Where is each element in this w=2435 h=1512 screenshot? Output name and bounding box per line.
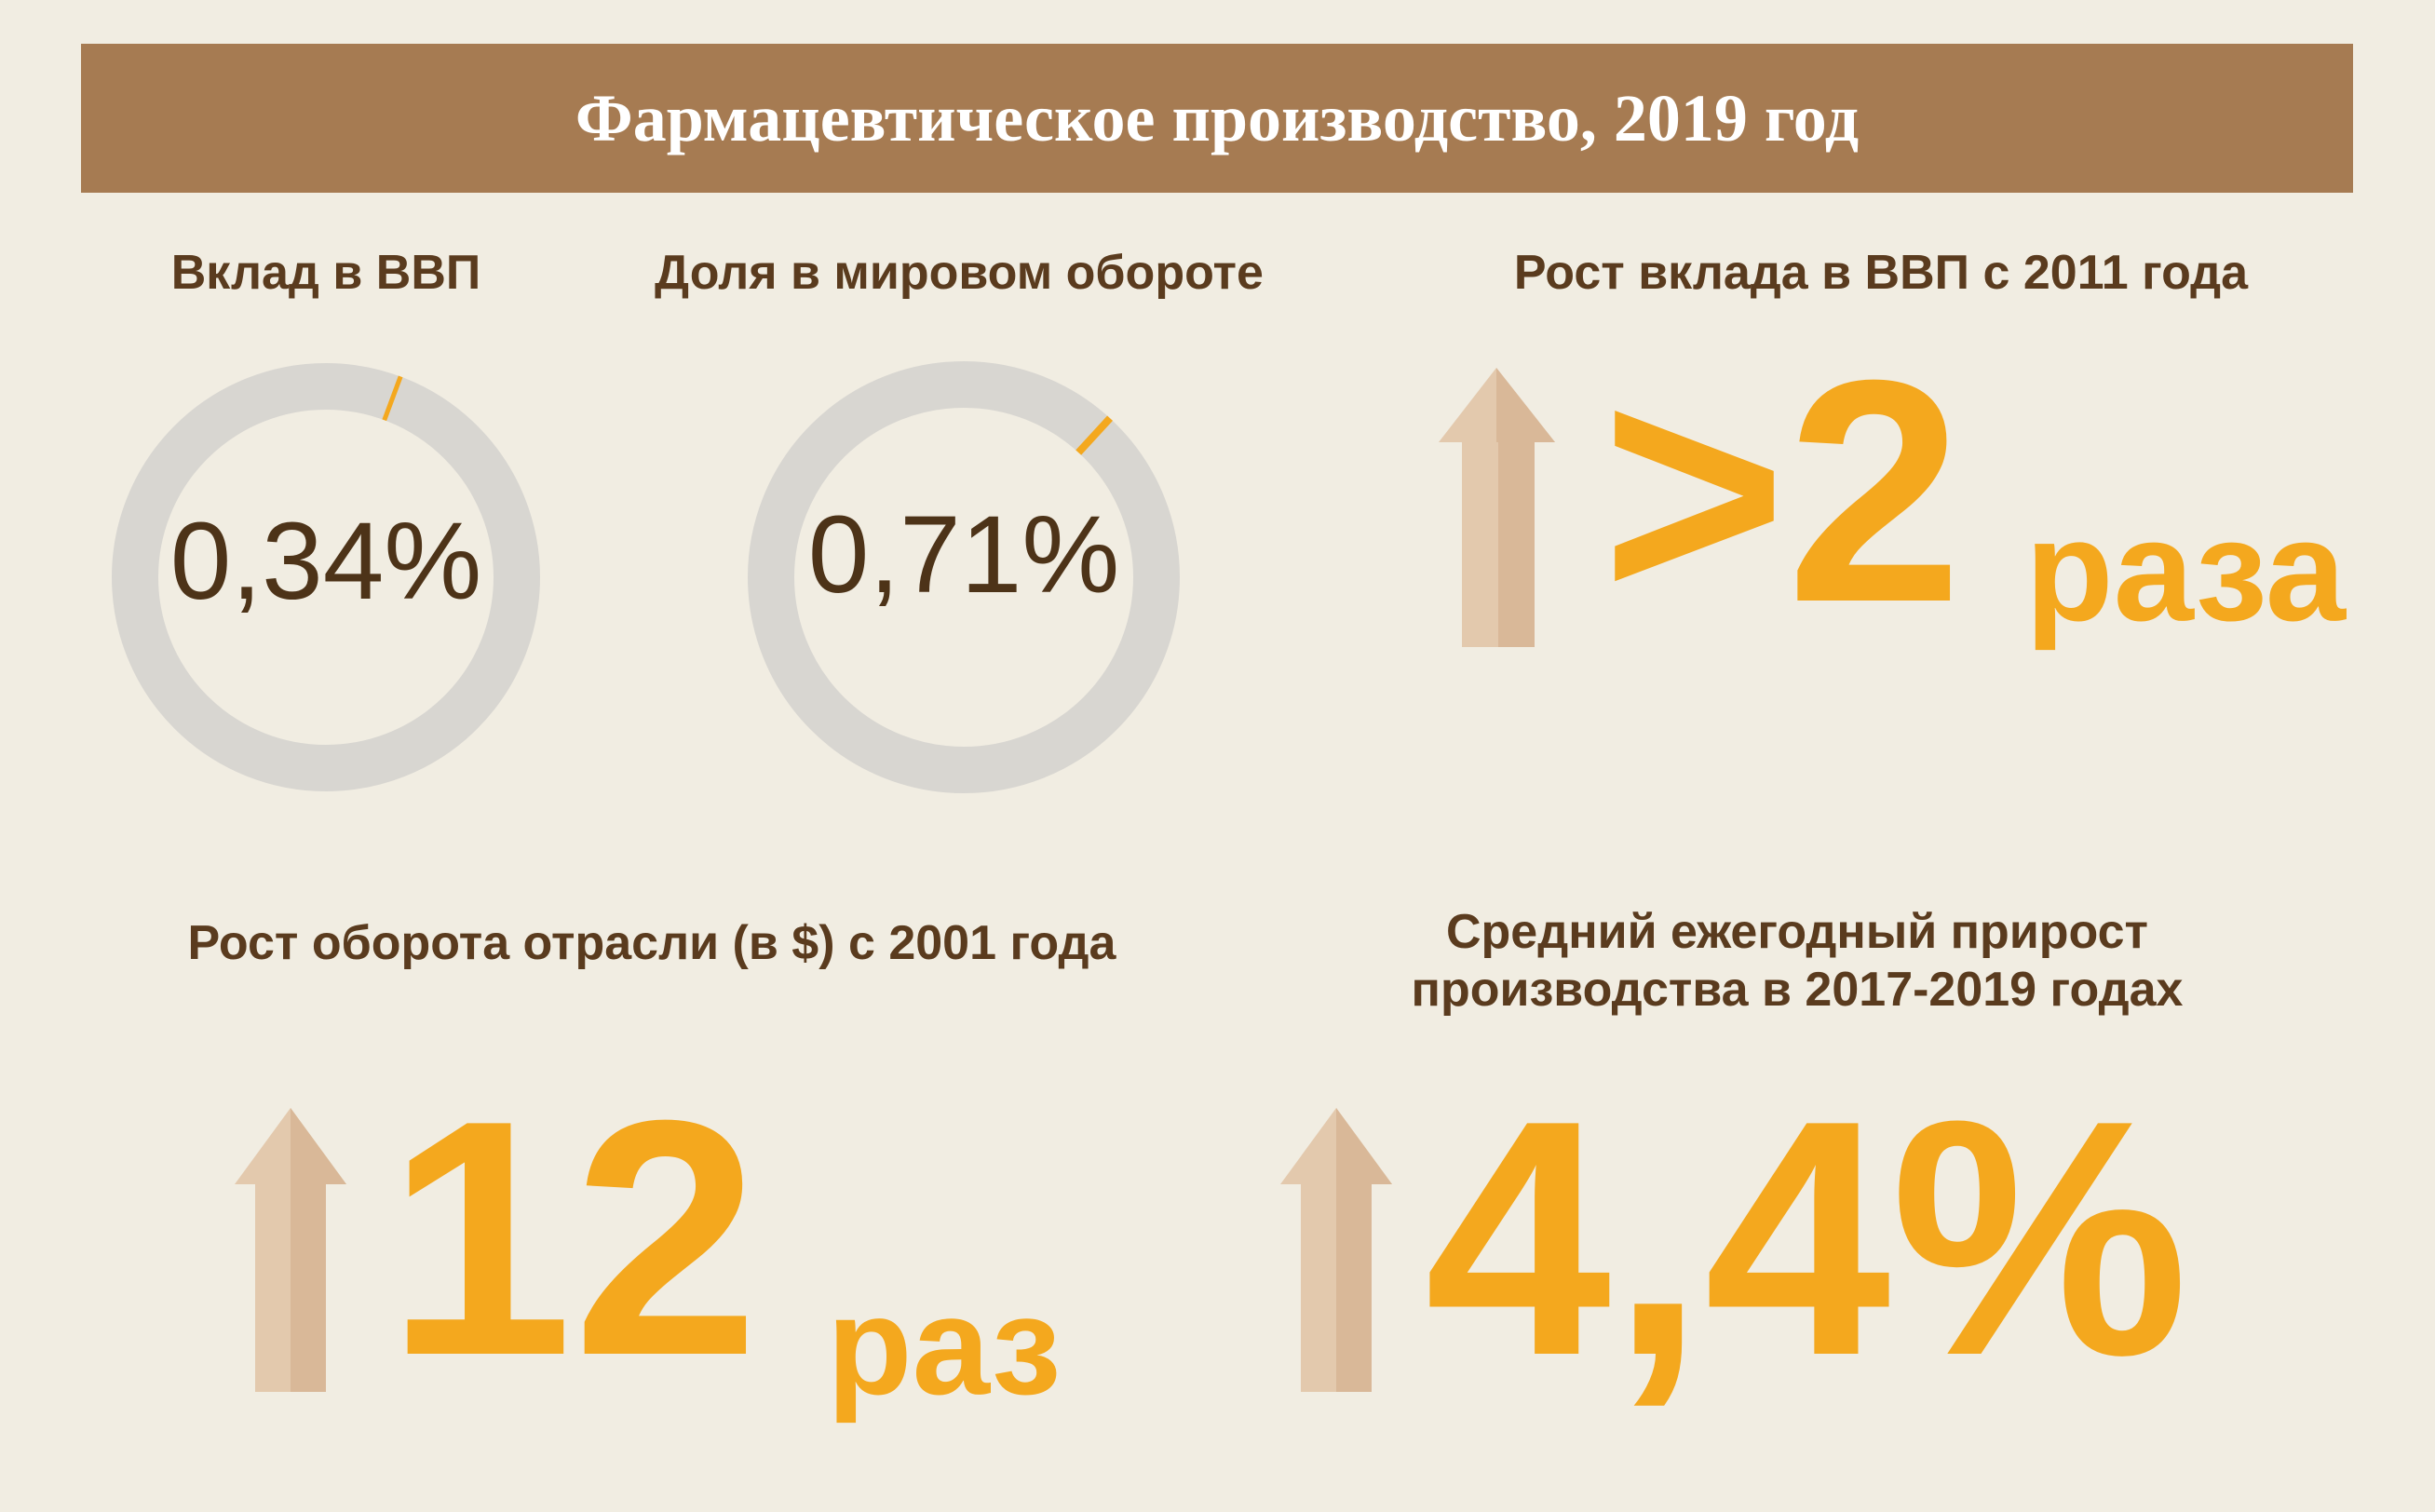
- donut-track: [748, 361, 1180, 793]
- page-title: Фармацевтическое производство, 2019 год: [575, 80, 1860, 155]
- turnover-growth-unit: раз: [827, 1267, 1062, 1424]
- world-share-donut: [748, 361, 1180, 793]
- arrow-up-icon: [1439, 368, 1555, 647]
- annual-growth-label: Средний ежегодный прирост производства в…: [1332, 903, 2263, 1019]
- donut-value-tick: [1075, 415, 1113, 455]
- turnover-growth-value: 12: [386, 1051, 760, 1425]
- arrow-up-icon: [235, 1108, 346, 1392]
- arrow-up-icon: [1280, 1108, 1392, 1392]
- gdp-share-donut: [112, 363, 540, 791]
- donut-track: [112, 363, 540, 791]
- gdp-growth-value: >2: [1602, 315, 1963, 668]
- world-share-value: 0,71%: [807, 493, 1120, 616]
- gdp-share-label: Вклад в ВВП: [170, 246, 481, 300]
- gdp-growth-unit: раза: [2025, 490, 2346, 651]
- annual-growth-label-line2: производства в 2017-2019 годах: [1411, 963, 2184, 1018]
- gdp-share-value: 0,34%: [169, 500, 482, 623]
- annual-growth-value: 4,4%: [1425, 1051, 2189, 1425]
- world-share-label: Доля в мировом обороте: [655, 246, 1264, 300]
- donut-value-tick: [382, 375, 403, 422]
- title-bar: Фармацевтическое производство, 2019 год: [81, 44, 2353, 193]
- gdp-growth-label: Рост вклада в ВВП с 2011 года: [1513, 246, 2249, 300]
- annual-growth-label-line1: Средний ежегодный прирост: [1445, 905, 2149, 959]
- turnover-growth-label: Рост оборота отрасли (в $) с 2001 года: [187, 916, 1116, 970]
